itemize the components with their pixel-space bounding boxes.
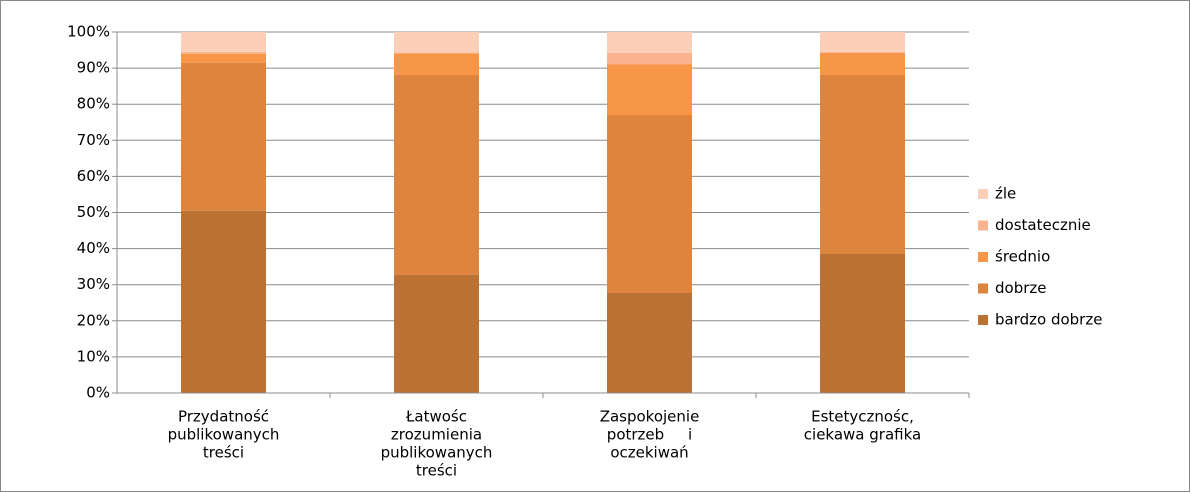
bar-segment xyxy=(820,74,905,255)
bar-segment xyxy=(394,52,479,54)
x-tick-label: oczekiwań xyxy=(610,444,688,462)
legend-swatch xyxy=(978,189,988,199)
y-tick-label: 10% xyxy=(77,347,110,365)
legend-swatch xyxy=(978,252,988,262)
bar-segment xyxy=(181,62,266,211)
y-tick-label: 50% xyxy=(77,203,110,221)
bar-segment xyxy=(820,254,905,393)
bar-segment xyxy=(607,64,692,116)
bar-segment xyxy=(181,32,266,52)
bar-segment xyxy=(607,32,692,53)
y-tick-label: 30% xyxy=(77,275,110,293)
x-tick-label: potrzeb i xyxy=(607,426,692,444)
legend-swatch xyxy=(978,315,988,325)
legend-swatch xyxy=(978,283,988,294)
bar-segment xyxy=(607,293,692,393)
y-tick-label: 0% xyxy=(86,384,110,402)
y-tick-label: 70% xyxy=(77,131,110,149)
legend-label: bardzo dobrze xyxy=(995,311,1102,329)
bar-segment xyxy=(181,210,266,393)
x-tick-label: publikowanych xyxy=(381,444,493,462)
y-tick-label: 20% xyxy=(77,311,110,329)
legend-label: średnio xyxy=(995,248,1050,266)
legend-label: dostatecznie xyxy=(995,216,1091,234)
x-tick-label: treści xyxy=(416,462,457,480)
x-tick-label: Estetycznośc, xyxy=(811,408,914,426)
y-tick-label: 40% xyxy=(77,239,110,257)
bar-segment xyxy=(820,52,905,75)
bar-segment xyxy=(394,53,479,75)
legend-swatch xyxy=(978,220,988,231)
x-tick-label: Zaspokojenie xyxy=(600,408,700,426)
x-tick-label: zrozumienia xyxy=(391,426,482,444)
y-tick-label: 100% xyxy=(67,23,110,41)
legend-label: dobrze xyxy=(995,279,1047,297)
x-tick-label: Łatwośc xyxy=(405,408,467,426)
bar-segment xyxy=(607,52,692,65)
bar-segment xyxy=(394,274,479,393)
bar-segment xyxy=(181,51,266,54)
bar-segment xyxy=(820,51,905,53)
bar-segment xyxy=(394,74,479,275)
y-tick-label: 90% xyxy=(77,59,110,77)
y-tick-label: 60% xyxy=(77,167,110,185)
x-tick-label: ciekawa grafika xyxy=(804,426,921,444)
x-tick-label: publikowanych xyxy=(168,426,280,444)
y-tick-label: 80% xyxy=(77,95,110,113)
bar-segment xyxy=(820,32,905,52)
bar-segment xyxy=(181,53,266,63)
x-tick-label: treści xyxy=(203,444,244,462)
x-tick-label: Przydatność xyxy=(178,408,269,426)
bar-segment xyxy=(394,32,479,53)
legend-label: źle xyxy=(995,185,1016,203)
bar-segment xyxy=(607,115,692,294)
